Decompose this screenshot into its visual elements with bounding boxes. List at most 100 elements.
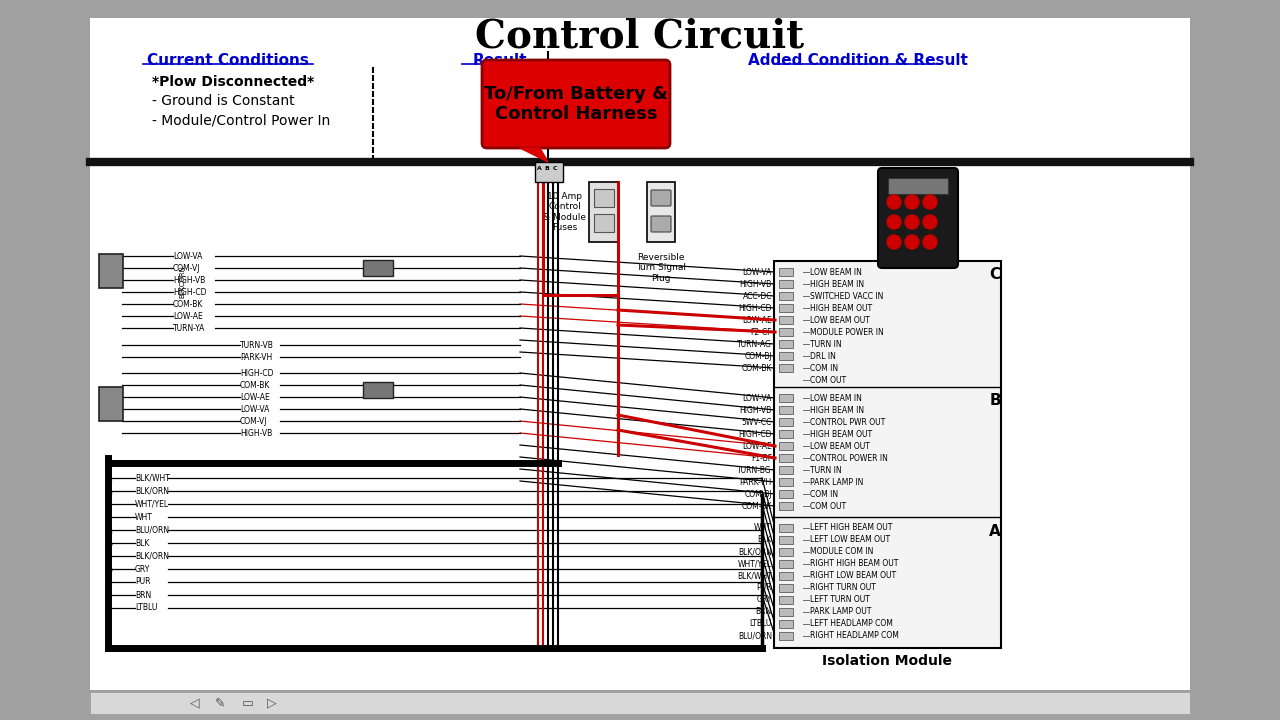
Text: WHT/YEL: WHT/YEL <box>737 559 772 569</box>
Text: PARK-VH: PARK-VH <box>740 477 772 487</box>
FancyBboxPatch shape <box>646 182 675 242</box>
Text: COM-BJ: COM-BJ <box>745 490 772 498</box>
FancyBboxPatch shape <box>780 596 794 604</box>
Text: LOW-AE: LOW-AE <box>742 315 772 325</box>
Text: 7: 7 <box>108 556 113 560</box>
Text: Reversible
Turn Signal
Plug: Reversible Turn Signal Plug <box>636 253 686 283</box>
Text: RIGHT HIGH BEAM OUT: RIGHT HIGH BEAM OUT <box>810 559 899 569</box>
Text: BRN: BRN <box>134 590 151 600</box>
Text: LOW BEAM OUT: LOW BEAM OUT <box>810 441 870 451</box>
Text: HIGH BEAM OUT: HIGH BEAM OUT <box>810 304 872 312</box>
Text: 5WV-CC: 5WV-CC <box>741 418 772 426</box>
Text: LOW-AE: LOW-AE <box>173 312 202 320</box>
Text: TURN-YA: TURN-YA <box>173 323 205 333</box>
Circle shape <box>905 215 919 229</box>
Circle shape <box>887 215 901 229</box>
Text: B: B <box>989 392 1001 408</box>
Text: 4: 4 <box>108 516 113 521</box>
Text: CONTROL PWR OUT: CONTROL PWR OUT <box>810 418 886 426</box>
FancyBboxPatch shape <box>99 254 123 288</box>
Circle shape <box>905 195 919 209</box>
FancyBboxPatch shape <box>878 168 957 268</box>
FancyBboxPatch shape <box>888 178 948 194</box>
Text: HIGH-CD: HIGH-CD <box>739 304 772 312</box>
Text: 10: 10 <box>104 595 113 600</box>
Text: LOW-AE: LOW-AE <box>241 392 270 402</box>
Text: LOW-AE: LOW-AE <box>742 441 772 451</box>
Text: 6: 6 <box>108 542 113 547</box>
Text: COM-BK: COM-BK <box>741 502 772 510</box>
FancyBboxPatch shape <box>780 524 794 532</box>
FancyBboxPatch shape <box>780 560 794 568</box>
Circle shape <box>887 195 901 209</box>
Text: GRY: GRY <box>134 564 150 574</box>
Text: BLK/WHT: BLK/WHT <box>737 572 772 580</box>
Text: Current Conditions: Current Conditions <box>147 53 308 68</box>
FancyBboxPatch shape <box>780 620 794 628</box>
Text: COM IN: COM IN <box>810 490 838 498</box>
Text: LOW BEAM IN: LOW BEAM IN <box>810 394 861 402</box>
FancyBboxPatch shape <box>780 406 794 414</box>
Circle shape <box>905 235 919 249</box>
Text: BLK/ORN: BLK/ORN <box>739 547 772 557</box>
Text: ◁: ◁ <box>191 696 200 709</box>
Text: *Plow Disconnected*: *Plow Disconnected* <box>152 75 315 89</box>
Text: LOW BEAM IN: LOW BEAM IN <box>810 268 861 276</box>
Text: ✎: ✎ <box>215 696 225 709</box>
Text: BRN: BRN <box>755 608 772 616</box>
FancyBboxPatch shape <box>535 162 563 182</box>
FancyBboxPatch shape <box>780 364 794 372</box>
Text: LOW-VA: LOW-VA <box>742 394 772 402</box>
Text: MODULE COM IN: MODULE COM IN <box>810 547 873 557</box>
Text: 11: 11 <box>104 608 113 613</box>
Text: LOW-VA: LOW-VA <box>742 268 772 276</box>
FancyBboxPatch shape <box>594 189 614 207</box>
Text: BLKCORN: BLKCORN <box>179 266 186 298</box>
Text: HIGH BEAM OUT: HIGH BEAM OUT <box>810 430 872 438</box>
Text: BLK/ORN: BLK/ORN <box>134 552 169 560</box>
Circle shape <box>923 195 937 209</box>
Text: ACC-DC: ACC-DC <box>742 292 772 300</box>
Text: Added Condition & Result: Added Condition & Result <box>748 53 968 68</box>
FancyBboxPatch shape <box>780 466 794 474</box>
FancyBboxPatch shape <box>780 430 794 438</box>
FancyBboxPatch shape <box>780 478 794 486</box>
FancyBboxPatch shape <box>594 214 614 232</box>
Text: B: B <box>544 166 549 171</box>
Text: - Module/Control Power In: - Module/Control Power In <box>152 113 330 127</box>
Text: BLK/ORN: BLK/ORN <box>134 487 169 495</box>
Text: TURN IN: TURN IN <box>810 466 842 474</box>
Circle shape <box>923 235 937 249</box>
Text: BLU/ORN: BLU/ORN <box>737 631 772 641</box>
FancyBboxPatch shape <box>99 387 123 421</box>
Text: 3: 3 <box>108 503 113 508</box>
Text: C: C <box>989 266 1001 282</box>
FancyBboxPatch shape <box>780 490 794 498</box>
Text: COM-VJ: COM-VJ <box>173 264 201 272</box>
Text: Result: Result <box>472 53 527 68</box>
FancyBboxPatch shape <box>780 608 794 616</box>
Text: HIGH BEAM IN: HIGH BEAM IN <box>810 405 864 415</box>
Text: HIGH-VB: HIGH-VB <box>173 276 205 284</box>
Text: TURN-VB: TURN-VB <box>241 341 274 349</box>
Text: HIGH BEAM IN: HIGH BEAM IN <box>810 279 864 289</box>
FancyBboxPatch shape <box>780 548 794 556</box>
Text: COM OUT: COM OUT <box>810 502 846 510</box>
Text: 9: 9 <box>108 582 113 587</box>
FancyBboxPatch shape <box>780 632 794 640</box>
Text: HIGH-CD: HIGH-CD <box>241 369 274 377</box>
Text: COM-BK: COM-BK <box>741 364 772 372</box>
Text: F1-BF: F1-BF <box>751 454 772 462</box>
Text: ▭: ▭ <box>242 696 253 709</box>
FancyBboxPatch shape <box>589 182 620 242</box>
Text: SWITCHED VACC IN: SWITCHED VACC IN <box>810 292 883 300</box>
Text: GRY: GRY <box>756 595 772 605</box>
Text: BLK: BLK <box>758 536 772 544</box>
Text: BLK/WHT: BLK/WHT <box>134 474 170 482</box>
Text: COM-BJ: COM-BJ <box>745 351 772 361</box>
FancyBboxPatch shape <box>780 572 794 580</box>
FancyBboxPatch shape <box>780 536 794 544</box>
FancyBboxPatch shape <box>780 394 794 402</box>
FancyBboxPatch shape <box>780 304 794 312</box>
Text: RIGHT TURN OUT: RIGHT TURN OUT <box>810 583 876 593</box>
